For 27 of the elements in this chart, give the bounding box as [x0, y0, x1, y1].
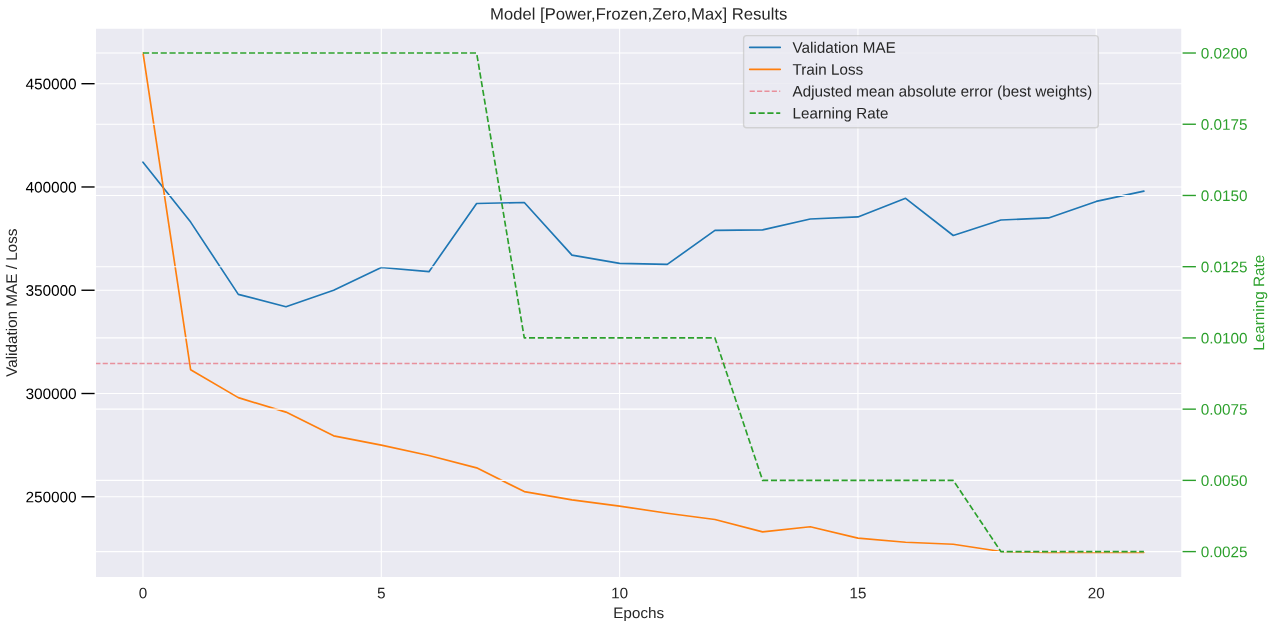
y2-tick-label: 0.0075 [1201, 404, 1247, 415]
x-axis-title: Epochs [614, 607, 664, 621]
y-tick-label: 450000 [25, 78, 76, 90]
y-tick-label: 400000 [25, 181, 76, 193]
y2-tick-label: 0.0025 [1201, 546, 1247, 558]
legend-label: Learning Rate [793, 107, 888, 122]
legend-label: Train Loss [792, 63, 863, 75]
y-tick-label: 250000 [26, 491, 76, 503]
legend-label: Adjusted mean absolute error (best weights) [792, 85, 1092, 100]
x-tick-label: 0 [139, 587, 147, 599]
line-series [142, 161, 1145, 308]
y2-tick-label: 0.0100 [1201, 332, 1247, 344]
x-tick-label: 10 [612, 587, 628, 599]
x-tick-label: 15 [850, 587, 866, 599]
y2-tick-label: 0.0175 [1201, 119, 1247, 130]
y2-tick-label: 0.0200 [1201, 47, 1247, 59]
chart-title: Model [Power,Frozen,Zero,Max] Results [491, 7, 787, 24]
x-tick-label: 5 [377, 587, 385, 599]
y-tick-label: 350000 [26, 285, 76, 296]
y2-tick-label: 0.0150 [1201, 190, 1247, 202]
x-tick-label: 20 [1088, 587, 1105, 599]
y2-axis-title: Learning Rate [1253, 255, 1268, 350]
legend-label: Validation MAE [792, 41, 896, 53]
y-tick-label: 300000 [26, 388, 76, 400]
y2-tick-label: 0.0125 [1201, 261, 1247, 273]
y-axis-title: Validation MAE / Loss [5, 229, 18, 377]
y2-tick-label: 0.0050 [1201, 475, 1247, 487]
